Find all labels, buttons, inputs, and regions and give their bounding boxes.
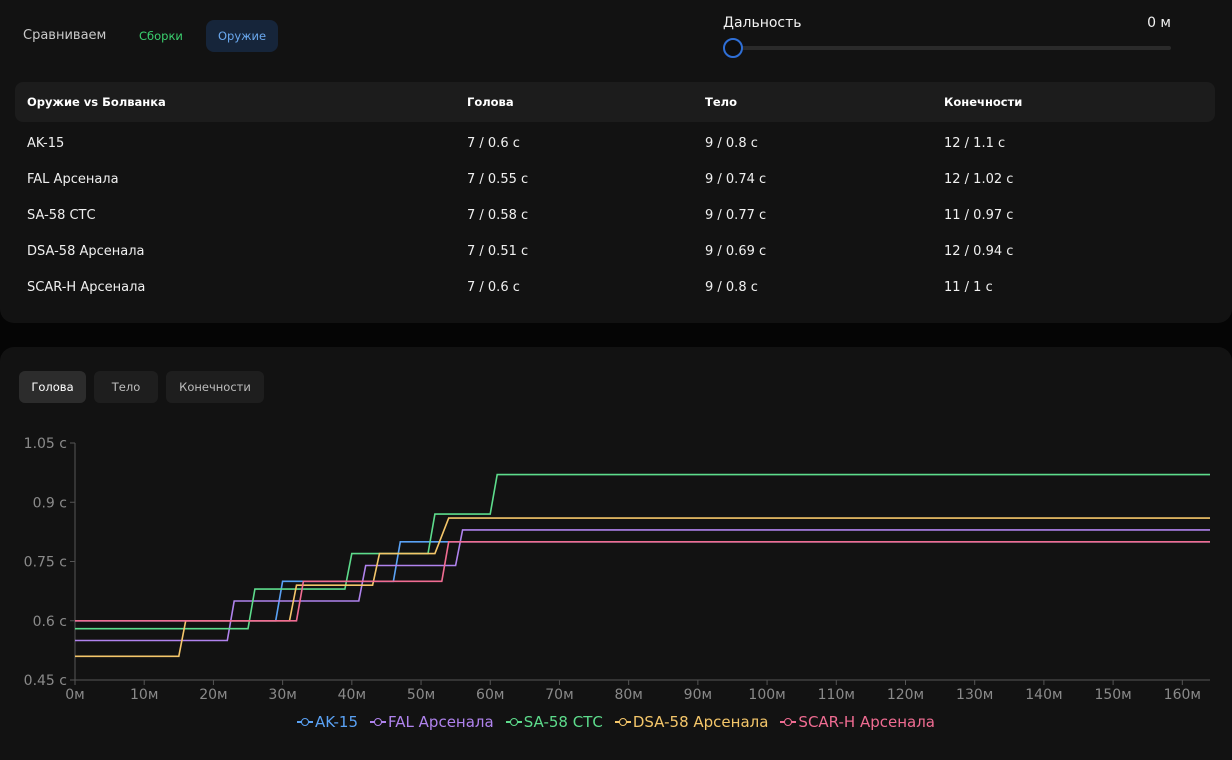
cell-body: 9 / 0.74 с [705, 172, 767, 187]
y-tick-label: 0.9 с [33, 495, 67, 511]
chart-legend: AK-15 FAL Арсенала SA-58 СТС DSA-58 Арсенал… [0, 712, 1232, 732]
table-header: Оружие vs Болванка Голова Тело Конечност… [15, 82, 1215, 122]
cell-head: 7 / 0.55 с [467, 172, 529, 187]
x-tick-label: 20м [199, 687, 227, 703]
x-tick-label: 50м [407, 687, 435, 703]
toggle-weapons-button[interactable]: Оружие [206, 20, 279, 52]
tab-body[interactable]: Тело [94, 371, 158, 403]
x-tick-label: 110м [818, 687, 855, 703]
legend-label: AK-15 [315, 713, 359, 731]
legend-marker-icon [780, 717, 797, 727]
column-header-limbs: Конечности [944, 95, 1023, 109]
cell-limbs: 12 / 1.02 с [944, 172, 1014, 187]
cell-weapon: SA-58 СТС [27, 208, 96, 223]
legend-item[interactable]: SA-58 СТС [505, 713, 603, 731]
legend-marker-icon [614, 717, 631, 727]
legend-label: FAL Арсенала [388, 713, 494, 731]
legend-item[interactable]: FAL Арсенала [370, 713, 494, 731]
table-row: SA-58 СТС 7 / 0.58 с 9 / 0.77 с 11 / 0.9… [15, 199, 1215, 235]
range-slider-track[interactable] [731, 46, 1171, 50]
y-tick-label: 0.45 с [24, 673, 67, 689]
table-row: SCAR-H Арсенала 7 / 0.6 с 9 / 0.8 с 11 /… [15, 271, 1215, 307]
series-line-0 [75, 541, 1210, 622]
legend-label: SCAR-H Арсенала [798, 713, 935, 731]
tab-limbs[interactable]: Конечности [166, 371, 264, 403]
x-tick-label: 0м [65, 687, 84, 703]
table-row: FAL Арсенала 7 / 0.55 с 9 / 0.74 с 12 / … [15, 163, 1215, 199]
y-tick-label: 0.6 с [33, 614, 67, 630]
range-slider-thumb[interactable] [723, 38, 743, 58]
series-line-3 [75, 517, 1210, 658]
cell-weapon: SCAR-H Арсенала [27, 280, 146, 295]
cell-body: 9 / 0.69 с [705, 244, 767, 259]
x-tick-label: 150м [1094, 687, 1131, 703]
cell-head: 7 / 0.58 с [467, 208, 529, 223]
toggle-builds-button[interactable]: Сборки [139, 29, 183, 43]
x-tick-label: 40м [338, 687, 366, 703]
y-tick-label: 0.75 с [24, 555, 67, 571]
legend-label: SA-58 СТС [523, 713, 603, 731]
cell-body: 9 / 0.77 с [705, 208, 767, 223]
cell-head: 7 / 0.6 с [467, 280, 520, 295]
cell-weapon: DSA-58 Арсенала [27, 244, 145, 259]
x-tick-label: 160м [1164, 687, 1201, 703]
legend-marker-icon [505, 717, 522, 727]
column-header-body: Тело [705, 95, 737, 109]
cell-limbs: 12 / 1.1 с [944, 136, 1006, 151]
x-tick-label: 90м [684, 687, 712, 703]
chart-panel [0, 347, 1232, 760]
table-row: AK-15 7 / 0.6 с 9 / 0.8 с 12 / 1.1 с [15, 127, 1215, 163]
cell-head: 7 / 0.6 с [467, 136, 520, 151]
tab-head[interactable]: Голова [19, 371, 86, 403]
cell-body: 9 / 0.8 с [705, 280, 758, 295]
x-tick-label: 80м [614, 687, 642, 703]
table-row: DSA-58 Арсенала 7 / 0.51 с 9 / 0.69 с 12… [15, 235, 1215, 271]
cell-limbs: 11 / 1 с [944, 280, 993, 295]
y-tick-label: 1.05 с [24, 436, 67, 452]
range-label: Дальность [723, 15, 802, 31]
cell-head: 7 / 0.51 с [467, 244, 529, 259]
comparison-panel: Сравниваем Сборки Оружие Дальность 0 м О… [0, 0, 1232, 323]
column-header-head: Голова [467, 95, 514, 109]
x-tick-label: 70м [545, 687, 573, 703]
column-header-weapon: Оружие vs Болванка [27, 95, 166, 109]
time-to-kill-chart: 0.45 с 0.6 с 0.75 с 0.9 с 1.05 с 0м 10м 20м 30м 4… [24, 436, 1210, 703]
cell-body: 9 / 0.8 с [705, 136, 758, 151]
range-value: 0 м [1147, 15, 1171, 31]
series-line-1 [75, 529, 1210, 642]
x-tick-label: 30м [268, 687, 296, 703]
cell-limbs: 12 / 0.94 с [944, 244, 1014, 259]
legend-label: DSA-58 Арсенала [632, 713, 769, 731]
series-line-4 [75, 541, 1210, 622]
legend-item[interactable]: SCAR-H Арсенала [780, 713, 935, 731]
series-line-2 [75, 473, 1210, 630]
x-tick-label: 130м [956, 687, 993, 703]
legend-marker-icon [370, 717, 387, 727]
cell-weapon: AK-15 [27, 136, 65, 151]
compare-label: Сравниваем [23, 28, 107, 43]
x-tick-label: 60м [476, 687, 504, 703]
x-tick-label: 120м [887, 687, 924, 703]
legend-item[interactable]: AK-15 [297, 713, 358, 731]
x-tick-label: 100м [748, 687, 785, 703]
cell-weapon: FAL Арсенала [27, 172, 119, 187]
legend-item[interactable]: DSA-58 Арсенала [614, 713, 769, 731]
x-tick-label: 140м [1025, 687, 1062, 703]
cell-limbs: 11 / 0.97 с [944, 208, 1014, 223]
legend-marker-icon [297, 717, 313, 727]
x-tick-label: 10м [130, 687, 158, 703]
